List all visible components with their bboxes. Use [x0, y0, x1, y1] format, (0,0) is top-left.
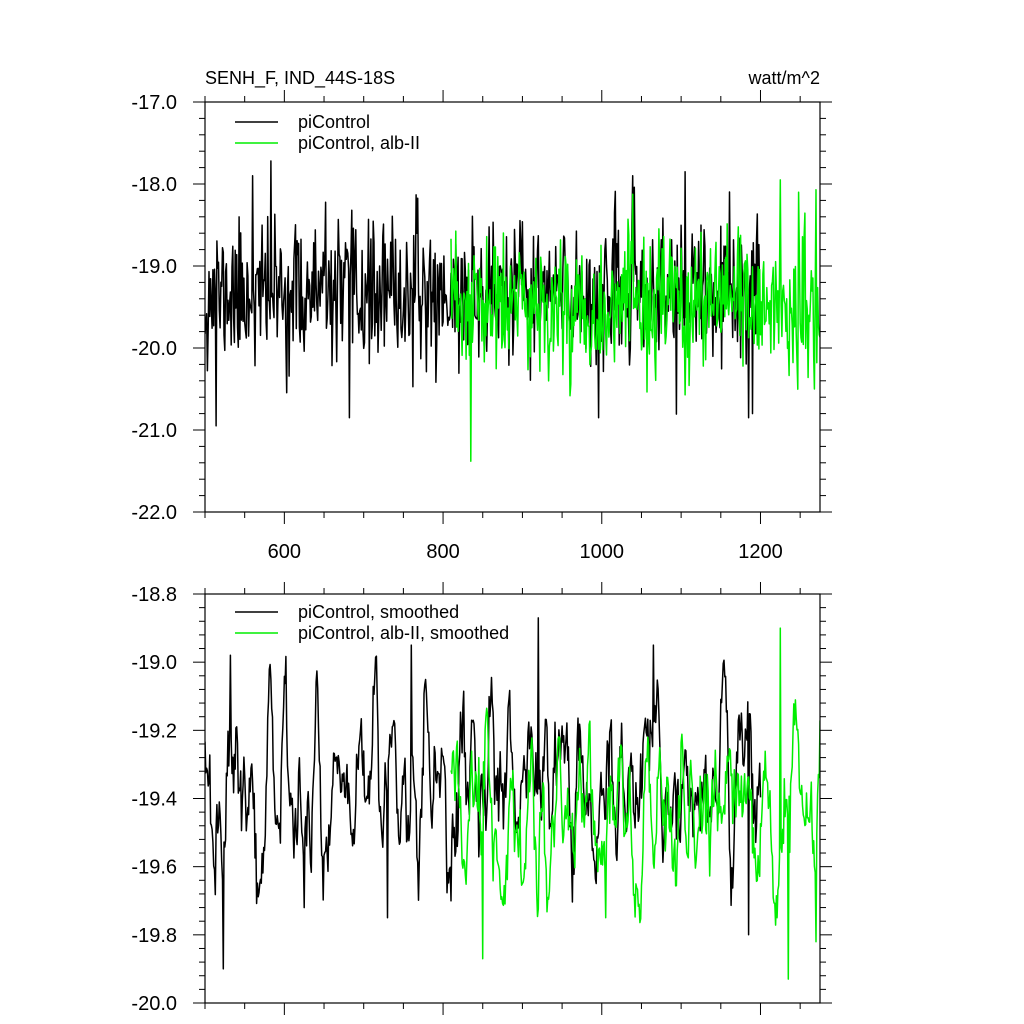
y-tick-label: -19.6 — [131, 857, 177, 879]
y-tick-label: -19.8 — [131, 925, 177, 947]
legend-label: piControl, alb-II, smoothed — [298, 623, 509, 643]
y-tick-label: -17.0 — [131, 92, 177, 114]
x-tick-label: 1000 — [580, 541, 625, 563]
plot-frame — [204, 101, 821, 513]
x-tick-label: 800 — [426, 541, 459, 563]
plot-frame — [204, 593, 821, 1004]
x-tick-label: 600 — [268, 541, 301, 563]
y-tick-label: -18.8 — [131, 584, 177, 606]
series-line-1-2 — [450, 179, 820, 462]
y-tick-label: -19.0 — [131, 256, 177, 278]
y-tick-label: -19.2 — [131, 720, 177, 742]
y-tick-label: -19.0 — [131, 652, 177, 674]
y-tick-label: -19.4 — [131, 789, 177, 811]
y-tick-label: -20.0 — [131, 993, 177, 1015]
chart-panel-1: 600 800 1000 1200 -17.0 -18.0 -19.0 -20.0 -21.0 -… — [131, 68, 832, 563]
legend-label: piControl — [298, 112, 370, 132]
units-label: watt/m^2 — [748, 68, 820, 88]
series-line-2-2 — [450, 627, 820, 980]
legend-label: piControl, alb-II — [298, 133, 420, 153]
chart-title: SENH_F, IND_44S-18S — [205, 68, 395, 89]
legend-label: piControl, smoothed — [298, 602, 459, 622]
y-tick-label: -18.0 — [131, 174, 177, 196]
y-tick-label: -20.0 — [131, 338, 177, 360]
x-tick-label: 1200 — [738, 541, 783, 563]
y-tick-label: -22.0 — [131, 502, 177, 524]
chart-panel-2: -18.8 -19.0 -19.2 -19.4 -19.6 -19.8 -20.0 piCon… — [131, 582, 832, 1015]
y-tick-label: -21.0 — [131, 420, 177, 442]
